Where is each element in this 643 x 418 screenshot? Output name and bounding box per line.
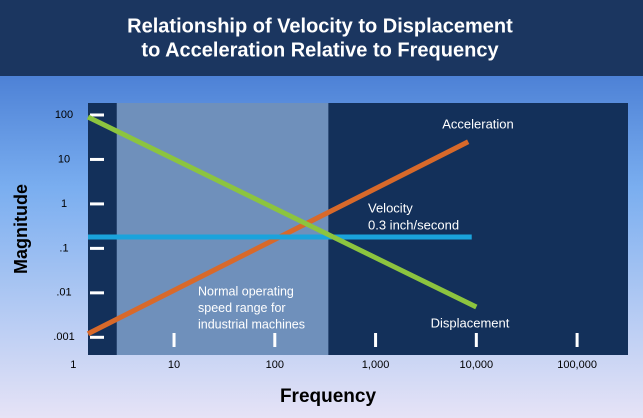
x-axis-label: Frequency xyxy=(280,386,377,407)
y-axis-label: Magnitude xyxy=(11,184,31,274)
y-tick-label: .001 xyxy=(53,331,74,343)
chart-title: Relationship of Velocity to Displacement xyxy=(127,15,513,37)
y-tick-label: .1 xyxy=(59,242,68,254)
x-tick-label: 10,000 xyxy=(460,359,494,371)
y-tick-mark xyxy=(90,157,104,161)
x-tick-label: 10 xyxy=(168,359,180,371)
y-tick-mark xyxy=(90,335,104,339)
y-tick-label: 100 xyxy=(55,109,73,121)
y-tick-mark xyxy=(90,246,104,250)
y-tick-label: 10 xyxy=(58,153,70,165)
series-note: 0.3 inch/second xyxy=(368,217,459,232)
x-tick-label: 1,000 xyxy=(362,359,390,371)
series-line xyxy=(86,114,478,310)
x-tick-label: 1 xyxy=(70,359,76,371)
x-tick-mark xyxy=(474,333,478,347)
series-label: Acceleration xyxy=(442,116,514,131)
x-tick-mark xyxy=(374,333,378,347)
y-tick-mark xyxy=(90,291,104,295)
range-label: Normal operating xyxy=(198,284,294,298)
chart-title: to Acceleration Relative to Frequency xyxy=(141,39,499,61)
range-label: industrial machines xyxy=(198,317,305,331)
x-tick-label: 100,000 xyxy=(557,359,597,371)
range-label: speed range for xyxy=(198,301,286,315)
x-tick-mark xyxy=(273,333,277,347)
x-tick-label: 100 xyxy=(266,359,284,371)
y-tick-label: 1 xyxy=(61,198,67,210)
series-label: Velocity xyxy=(368,200,413,215)
y-tick-label: .01 xyxy=(56,287,71,299)
title-band xyxy=(0,0,643,76)
series-label: Displacement xyxy=(431,315,510,330)
y-tick-mark xyxy=(90,202,104,206)
x-tick-mark xyxy=(575,333,579,347)
x-tick-mark xyxy=(172,333,176,347)
y-tick-mark xyxy=(90,113,104,117)
